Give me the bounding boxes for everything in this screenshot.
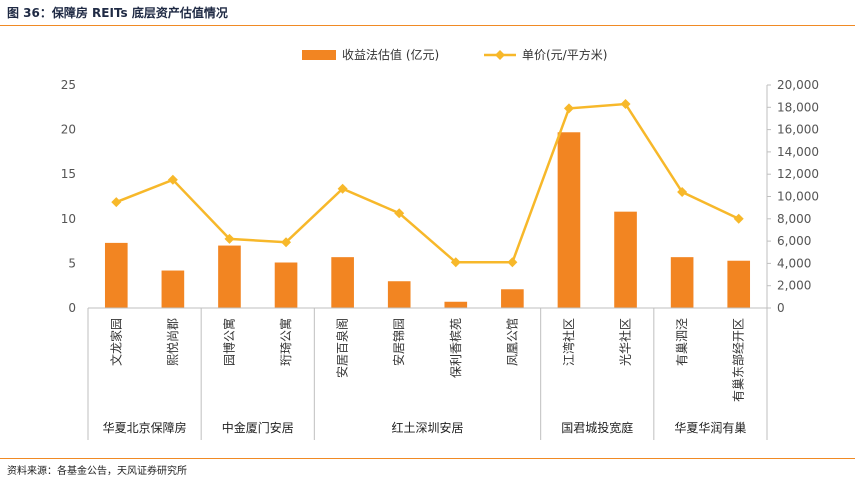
- left-axis-tick-label: 25: [61, 78, 76, 92]
- source-note: 资料来源：各基金公告，天风证券研究所: [7, 466, 187, 477]
- unit-price-marker-11: [677, 187, 688, 198]
- right-axis-tick-label: 20,000: [777, 78, 819, 92]
- unit-price-marker-6: [394, 208, 405, 219]
- title-rule: [0, 25, 855, 26]
- category-label: 熙悦尚郡: [166, 318, 180, 366]
- unit-price-marker-9: [563, 103, 574, 114]
- category-label: 文龙家园: [108, 318, 123, 366]
- right-axis-tick-label: 12,000: [777, 167, 819, 181]
- bar-8: [501, 289, 524, 308]
- category-label: 有巢东部经开区: [731, 318, 746, 402]
- right-axis-tick-label: 14,000: [777, 145, 819, 159]
- unit-price-marker-5: [337, 183, 348, 194]
- left-axis-tick-label: 5: [68, 256, 76, 270]
- left-axis-tick-label: 15: [61, 167, 76, 181]
- right-axis-tick-label: 16,000: [777, 123, 819, 137]
- bar-5: [331, 257, 354, 308]
- right-axis-tick-label: 8,000: [777, 212, 811, 226]
- bar-12: [727, 260, 751, 308]
- unit-price-marker-1: [111, 197, 122, 208]
- group-label: 红土深圳安居: [391, 420, 463, 435]
- category-label: 江湾社区: [561, 318, 576, 366]
- legend-bar-swatch: [302, 50, 336, 60]
- right-axis-tick-label: 0: [777, 301, 785, 315]
- unit-price-marker-10: [620, 98, 631, 109]
- unit-price-marker-4: [281, 237, 292, 248]
- figure-title: 图 36：保障房 REITs 底层资产估值情况: [7, 6, 228, 20]
- bar-11: [670, 257, 694, 308]
- right-axis-tick-label: 6,000: [777, 234, 811, 248]
- bar-4: [274, 262, 298, 308]
- category-label: 光华社区: [618, 318, 633, 366]
- bar-2: [161, 270, 185, 308]
- category-label: 凤凰公馆: [504, 318, 519, 366]
- right-axis-tick-label: 10,000: [777, 190, 819, 204]
- legend-bar-label: 收益法估值 (亿元): [342, 47, 439, 62]
- category-label: 有巢泗泾: [675, 318, 689, 366]
- right-axis-tick-label: 18,000: [777, 100, 819, 114]
- group-label: 国君城投宽庭: [561, 420, 633, 435]
- category-label: 保利香槟苑: [448, 318, 463, 378]
- source-rule: [0, 458, 855, 459]
- category-label: 安居锦园: [391, 318, 406, 366]
- unit-price-marker-12: [733, 213, 744, 224]
- left-axis-tick-label: 10: [61, 212, 76, 226]
- group-label: 华夏北京保障房: [103, 420, 187, 435]
- unit-price-marker-8: [507, 257, 518, 268]
- bar-3: [218, 245, 241, 308]
- unit-price-line: [115, 102, 740, 264]
- left-axis-tick-label: 20: [61, 123, 76, 137]
- unit-price-marker-2: [167, 174, 178, 185]
- category-label: 安居百泉阁: [335, 318, 350, 378]
- group-label: 华夏华润有巢: [674, 421, 746, 435]
- bar-6: [387, 281, 411, 308]
- legend-line-marker: [495, 50, 505, 60]
- legend-line-label: 单价(元/平方米): [522, 47, 607, 62]
- unit-price-marker-7: [450, 257, 461, 268]
- group-label: 中金厦门安居: [222, 420, 294, 435]
- bar-1: [104, 242, 128, 308]
- bar-10: [614, 211, 637, 308]
- unit-price-marker-3: [224, 233, 235, 244]
- right-axis-tick-label: 2,000: [777, 279, 811, 293]
- category-label: 珩琦公寓: [278, 318, 293, 366]
- left-axis-tick-label: 0: [68, 301, 76, 315]
- right-axis-tick-label: 4,000: [777, 256, 811, 270]
- bar-9: [557, 132, 581, 308]
- category-label: 园博公寓: [221, 318, 236, 366]
- bar-7: [444, 301, 468, 308]
- valuation-chart: 0 5 10 15 20 25 0 2,000 4,000 6,000 8,000 10,000 12,…: [61, 47, 819, 440]
